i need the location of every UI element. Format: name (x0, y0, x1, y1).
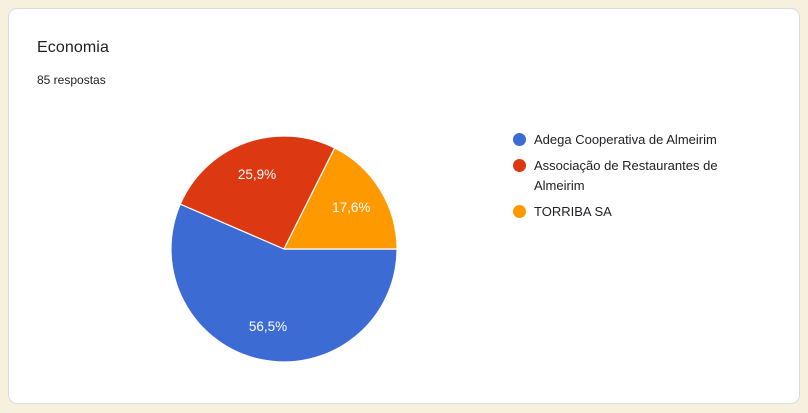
pie-slice-percentage-label: 17,6% (332, 200, 370, 215)
question-title: Economia (37, 39, 109, 56)
legend-item-2: TORRIBA SA (513, 202, 765, 222)
legend-item-label: TORRIBA SA (534, 204, 612, 219)
pie-slice-percentage-label: 56,5% (249, 319, 287, 334)
legend-swatch-icon (513, 205, 526, 218)
legend-swatch-icon (513, 133, 526, 146)
pie-chart: 56,5% 25,9% 17,6% (170, 135, 398, 363)
legend-item-0: Adega Cooperativa de Almeirim (513, 130, 765, 150)
legend-item-1: Associação de Restaurantes de Almeirim (513, 156, 765, 196)
pie-slice-1[interactable] (179, 135, 336, 250)
legend-item-label: Adega Cooperativa de Almeirim (534, 132, 717, 147)
legend-swatch-icon (513, 159, 526, 172)
chart-legend: Adega Cooperativa de Almeirim Associação … (513, 130, 765, 228)
question-summary-card: Economia 85 respostas 56,5% 25,9% 17,6% Ad… (8, 8, 800, 404)
pie-slice-percentage-label: 25,9% (238, 167, 276, 182)
legend-item-label: Associação de Restaurantes de Almeirim (534, 158, 718, 193)
pie-slice-2[interactable] (283, 147, 398, 250)
pie-slice-0[interactable] (170, 203, 398, 363)
response-count: 85 respostas (37, 73, 106, 87)
